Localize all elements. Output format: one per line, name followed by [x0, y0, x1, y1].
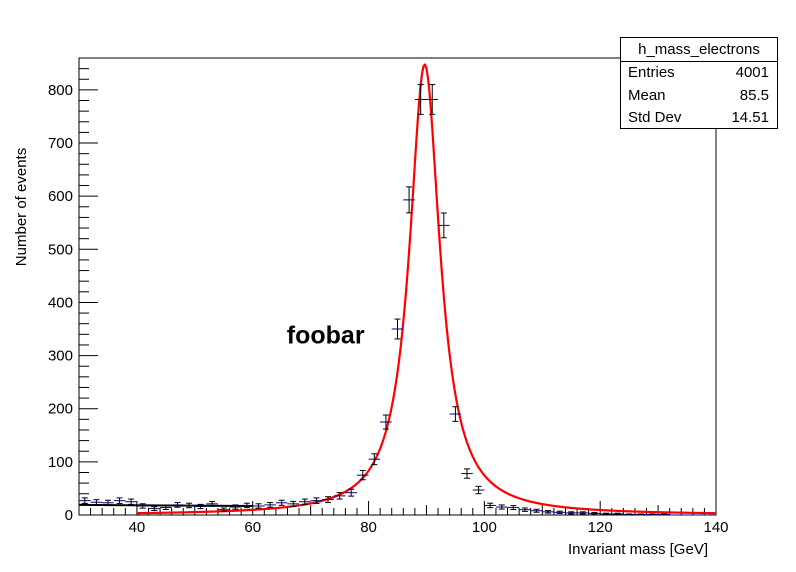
stats-value-entries: 4001	[735, 64, 769, 81]
histogram-point	[79, 497, 91, 504]
histogram-point	[264, 502, 276, 508]
annotations: foobar	[287, 321, 365, 349]
histogram-point	[658, 513, 670, 516]
fit-curve-line	[136, 63, 717, 515]
histogram-point	[542, 510, 554, 514]
y-tick-label: 400	[48, 294, 73, 311]
stats-row-stddev: Std Dev 14.51	[621, 107, 777, 130]
histogram-point	[600, 512, 612, 516]
histogram-point	[519, 507, 531, 512]
histogram-point	[611, 512, 624, 516]
histogram-point	[160, 505, 172, 511]
plot-frame	[78, 57, 717, 516]
histogram-point	[472, 485, 485, 495]
histogram-point	[183, 502, 195, 509]
y-tick-label: 200	[48, 401, 73, 418]
histogram-point	[136, 503, 149, 509]
y-tick-label: 300	[48, 348, 73, 365]
histogram-point	[507, 505, 520, 511]
x-tick-label: 140	[703, 519, 728, 536]
histogram-point	[461, 468, 473, 479]
stats-value-stddev: 14.51	[731, 109, 769, 126]
stats-label-mean: Mean	[628, 86, 666, 104]
histogram-point	[391, 318, 404, 340]
histogram-point	[565, 511, 578, 515]
x-tick-label: 100	[472, 519, 497, 536]
histogram-point	[171, 502, 184, 508]
histogram-point	[113, 497, 126, 504]
histogram-point	[252, 503, 265, 509]
stats-box: h_mass_electrons Entries 4001 Mean 85.5 …	[620, 37, 778, 129]
stats-row-mean: Mean 85.5	[621, 85, 777, 108]
y-axis-label: Number of events	[13, 148, 30, 266]
stats-box-title: h_mass_electrons	[621, 38, 777, 62]
histogram-point	[322, 496, 334, 503]
histogram-point	[553, 510, 566, 515]
histogram-point	[356, 470, 369, 481]
stats-label-entries: Entries	[628, 64, 675, 81]
stats-label-stddev: Std Dev	[628, 109, 682, 126]
histogram-point	[646, 513, 659, 516]
histogram-point	[634, 513, 647, 516]
y-tick-label: 700	[48, 135, 73, 152]
histogram-point	[345, 488, 357, 497]
histogram-point	[484, 502, 496, 509]
histogram-point	[623, 513, 635, 516]
histogram-point	[287, 500, 300, 507]
histogram-point	[530, 508, 543, 513]
histogram-point	[380, 414, 392, 430]
histogram-point	[241, 502, 253, 509]
y-tick-label: 600	[48, 188, 73, 205]
histogram-point	[333, 492, 346, 500]
histogram-point	[217, 507, 230, 512]
histogram-point	[229, 504, 242, 510]
stats-value-mean: 85.5	[739, 86, 769, 104]
histogram-point	[310, 497, 323, 504]
y-tick-label: 500	[48, 241, 73, 258]
x-tick-label: 40	[129, 519, 146, 536]
x-tick-label: 60	[244, 519, 261, 536]
histogram-point	[495, 504, 508, 510]
histogram-point	[368, 453, 381, 466]
stats-row-entries: Entries 4001	[621, 62, 777, 85]
y-tick-label: 800	[48, 82, 73, 99]
histogram-points	[79, 84, 716, 516]
histogram-point	[148, 506, 161, 511]
histogram-point	[403, 186, 415, 214]
y-tick-labels: 0 100 200 300 400 500 600 700 800	[48, 82, 73, 524]
histogram-point	[194, 503, 207, 510]
histogram-point	[414, 84, 427, 115]
fit-curve	[136, 63, 717, 515]
x-tick-labels: 40 60 80 100 120 140	[129, 519, 729, 536]
x-tick-label: 80	[360, 519, 377, 536]
y-tick-label: 0	[65, 507, 73, 524]
histogram-point	[90, 499, 103, 506]
histogram-point	[206, 500, 218, 507]
histogram-point	[299, 498, 311, 505]
axis-ticks	[78, 57, 717, 516]
histogram-point	[426, 84, 439, 115]
annotation-text: foobar	[287, 321, 365, 349]
y-tick-label: 100	[48, 454, 73, 471]
histogram-point	[102, 499, 114, 506]
histogram-point	[275, 499, 288, 506]
histogram-point	[588, 512, 601, 515]
histogram-point	[449, 406, 462, 422]
x-axis-label: Invariant mass [GeV]	[568, 541, 708, 558]
x-tick-label: 120	[588, 519, 613, 536]
histogram-point	[438, 212, 450, 239]
histogram-point	[577, 511, 589, 515]
histogram-point	[125, 498, 137, 505]
